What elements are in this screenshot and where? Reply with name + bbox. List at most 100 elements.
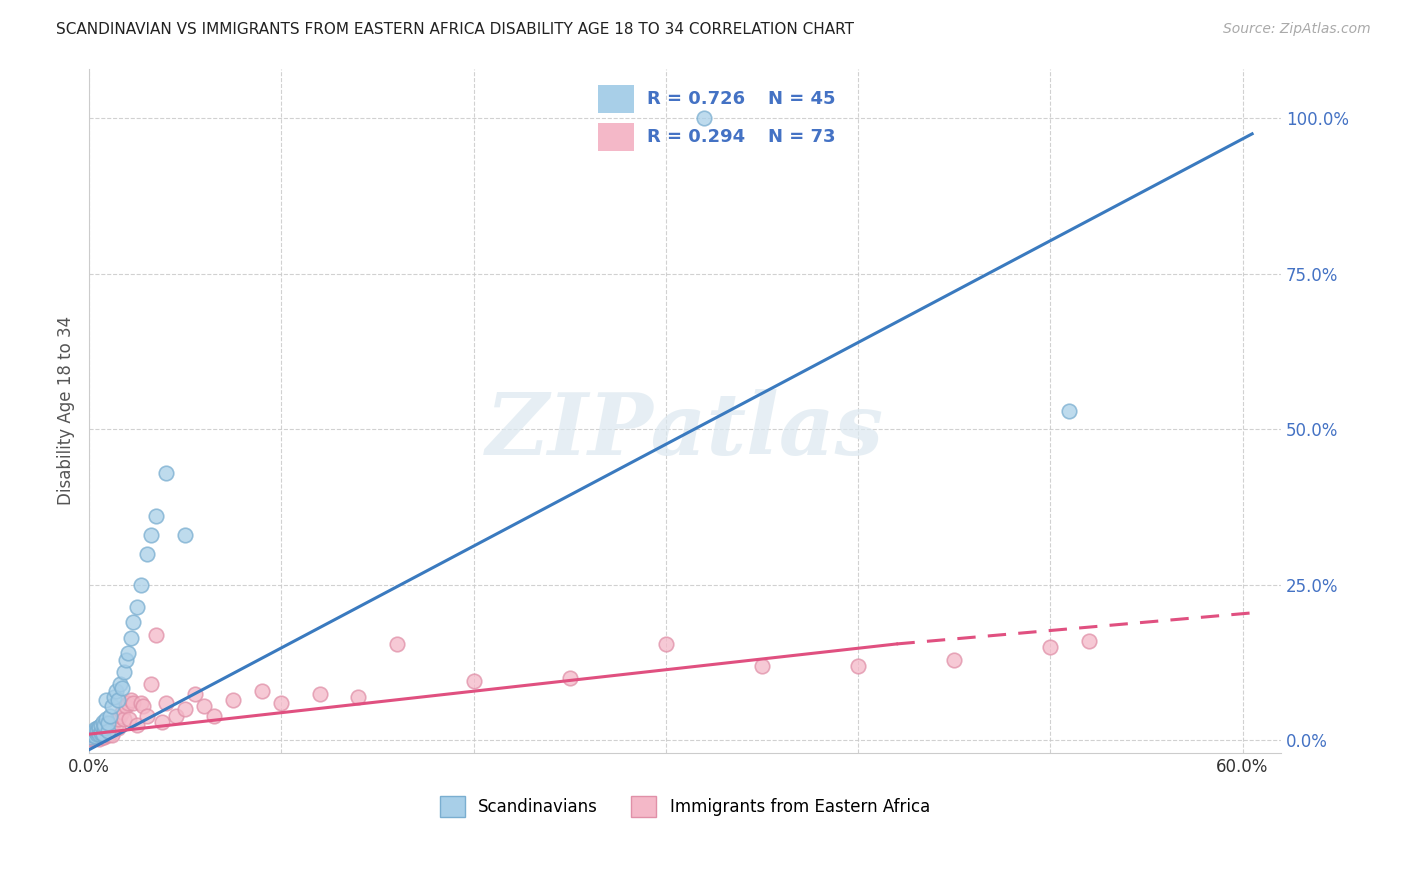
Point xyxy=(96,693,118,707)
Point xyxy=(86,724,108,739)
Point xyxy=(122,696,145,710)
Point xyxy=(120,693,142,707)
Point xyxy=(80,728,103,742)
Point xyxy=(90,726,112,740)
Point xyxy=(943,652,966,666)
Point xyxy=(87,722,110,736)
Point xyxy=(87,731,110,746)
Point xyxy=(90,727,112,741)
Point xyxy=(107,693,129,707)
Point xyxy=(80,727,103,741)
Point xyxy=(90,731,112,745)
Point xyxy=(83,726,105,740)
Point xyxy=(96,724,118,739)
Point xyxy=(87,722,110,736)
Point xyxy=(150,714,173,729)
Point xyxy=(96,728,118,742)
Point xyxy=(87,728,110,742)
Point xyxy=(114,699,136,714)
Point xyxy=(129,578,152,592)
Point xyxy=(155,696,177,710)
Point xyxy=(91,721,114,735)
Point xyxy=(117,646,139,660)
Point xyxy=(97,724,120,739)
Point xyxy=(86,721,108,735)
Point xyxy=(270,696,292,710)
Point xyxy=(91,714,114,729)
Point xyxy=(127,718,149,732)
Point xyxy=(103,714,125,729)
Point xyxy=(558,671,581,685)
Point xyxy=(111,681,134,695)
Point xyxy=(86,727,108,741)
Point xyxy=(83,729,105,743)
Point xyxy=(104,718,127,732)
Point xyxy=(91,726,114,740)
Point xyxy=(90,718,112,732)
Point xyxy=(86,731,108,745)
Point xyxy=(83,731,105,745)
Point xyxy=(107,721,129,735)
Point xyxy=(693,112,716,126)
Point xyxy=(83,722,105,736)
Point xyxy=(655,637,678,651)
Point xyxy=(122,615,145,630)
Point xyxy=(101,722,124,736)
Point xyxy=(250,683,273,698)
Point xyxy=(145,509,167,524)
Point xyxy=(463,674,485,689)
Point xyxy=(202,708,225,723)
Point xyxy=(82,728,104,742)
Point xyxy=(112,712,135,726)
Point xyxy=(80,731,103,745)
Point xyxy=(193,699,215,714)
Point xyxy=(97,728,120,742)
Point xyxy=(385,637,408,651)
Point xyxy=(93,731,115,745)
Point xyxy=(91,731,114,745)
Point xyxy=(107,712,129,726)
Point xyxy=(101,728,124,742)
Point xyxy=(82,726,104,740)
Point xyxy=(846,658,869,673)
Point xyxy=(87,720,110,734)
Point xyxy=(91,727,114,741)
Point xyxy=(174,528,197,542)
Point xyxy=(80,731,103,745)
Point xyxy=(98,727,121,741)
Text: SCANDINAVIAN VS IMMIGRANTS FROM EASTERN AFRICA DISABILITY AGE 18 TO 34 CORRELATI: SCANDINAVIAN VS IMMIGRANTS FROM EASTERN … xyxy=(56,22,855,37)
Point xyxy=(1077,633,1099,648)
Point xyxy=(104,683,127,698)
Point xyxy=(97,716,120,731)
Point xyxy=(90,724,112,739)
Point xyxy=(87,726,110,740)
Point xyxy=(145,627,167,641)
Point xyxy=(90,724,112,739)
Point xyxy=(108,708,131,723)
Point xyxy=(155,466,177,480)
Point xyxy=(111,706,134,720)
Point xyxy=(132,699,155,714)
Point xyxy=(101,699,124,714)
Point xyxy=(96,712,118,726)
Point xyxy=(82,729,104,743)
Point xyxy=(82,731,104,746)
Point xyxy=(222,693,245,707)
Point xyxy=(103,690,125,704)
Point xyxy=(97,718,120,732)
Point xyxy=(174,702,197,716)
Text: ZIPatlas: ZIPatlas xyxy=(486,390,884,473)
Point xyxy=(118,712,141,726)
Point xyxy=(1039,640,1062,654)
Point xyxy=(135,547,157,561)
Point xyxy=(751,658,773,673)
Point xyxy=(86,724,108,739)
Point xyxy=(1059,403,1081,417)
Point xyxy=(98,721,121,735)
Point xyxy=(86,727,108,741)
Point xyxy=(93,727,115,741)
Point xyxy=(347,690,370,704)
Point xyxy=(97,724,120,739)
Point xyxy=(139,528,162,542)
Point xyxy=(108,677,131,691)
